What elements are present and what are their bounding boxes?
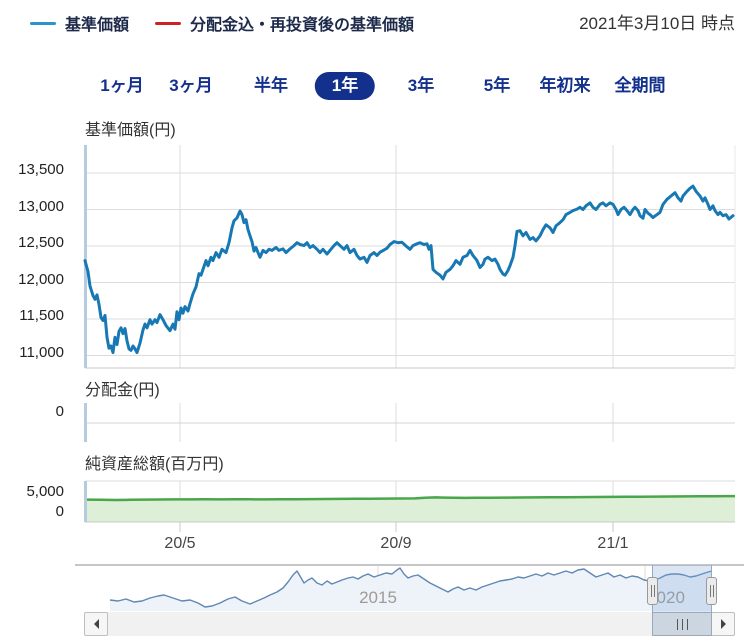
navigator-year-label-2015: 2015	[359, 588, 397, 607]
scrollbar-left-button[interactable]	[84, 612, 108, 636]
dividend-chart-title: 分配金(円)	[85, 382, 160, 399]
navigator-selected-range[interactable]	[652, 565, 712, 612]
as-of-date: 2021年3月10日 時点	[579, 14, 735, 33]
x-axis-tick-label: 21/1	[597, 535, 629, 552]
scrollbar-track[interactable]	[85, 612, 735, 636]
net-assets-ytick-label: 0	[55, 503, 64, 520]
period-tab-3ヶ月[interactable]: 3ヶ月	[169, 76, 213, 95]
x-axis-tick-label: 20/5	[164, 535, 196, 552]
left-triangle-icon	[89, 619, 99, 629]
period-tab-1年[interactable]: 1年	[314, 72, 376, 100]
scrollbar-right-button[interactable]	[711, 612, 735, 636]
period-tab-年初来[interactable]: 年初来	[539, 76, 591, 95]
price-ytick-label: 13,000	[18, 197, 64, 215]
price-ytick-label: 12,500	[18, 234, 64, 251]
right-triangle-icon	[720, 619, 731, 629]
period-tab-1ヶ月[interactable]: 1ヶ月	[100, 76, 144, 95]
period-tab-3年[interactable]: 3年	[407, 76, 435, 95]
net-assets-chart-title: 純資産総額(百万円)	[85, 456, 224, 473]
price-ytick-label: 13,500	[18, 161, 64, 178]
dividend-ytick-label: 0	[55, 403, 64, 420]
reinvested-line-swatch-icon	[155, 21, 181, 25]
legend-item-reinvested[interactable]: 分配金込・再投資後の基準価額	[155, 11, 414, 35]
period-tab-5年[interactable]: 5年	[483, 76, 511, 95]
price-ytick-label: 12,000	[18, 270, 64, 288]
price-ytick-label: 11,500	[19, 307, 64, 324]
scrollbar-thumb[interactable]	[652, 612, 712, 636]
legend-label-price: 基準価額	[65, 17, 130, 34]
period-tab-全期間[interactable]: 全期間	[614, 76, 666, 95]
legend-label-reinvested: 分配金込・再投資後の基準価額	[190, 17, 415, 34]
price-line-swatch-icon	[30, 21, 56, 25]
price-ytick-label: 11,000	[19, 343, 64, 361]
x-axis-tick-label: 20/9	[380, 535, 412, 552]
net-assets-ytick-label: 5,000	[26, 483, 64, 500]
period-tab-半年[interactable]: 半年	[254, 76, 288, 95]
thumb-grip-icon	[676, 618, 678, 630]
legend-item-price[interactable]: 基準価額	[30, 11, 129, 35]
navigator-left-handle[interactable]	[647, 577, 658, 605]
navigator-right-handle[interactable]	[706, 577, 717, 605]
price-chart-title: 基準価額(円)	[85, 122, 176, 139]
